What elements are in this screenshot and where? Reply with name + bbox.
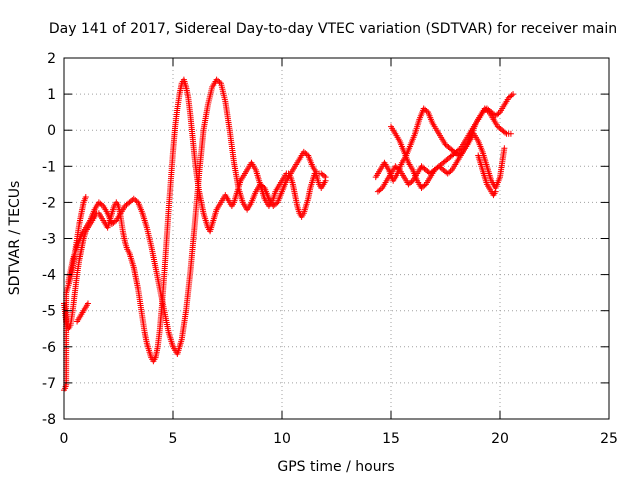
y-tick-label: -6	[42, 340, 56, 356]
data-point	[421, 182, 428, 189]
data-point	[98, 201, 105, 208]
grid-lines	[64, 58, 609, 419]
data-point	[502, 129, 509, 136]
data-points	[61, 76, 517, 394]
data-point	[423, 107, 430, 114]
y-tick-label: -7	[42, 376, 56, 392]
data-point	[303, 151, 310, 158]
data-point	[508, 92, 515, 99]
chart-title: Day 141 of 2017, Sidereal Day-to-day VTE…	[49, 21, 617, 37]
y-tick-label: -2	[42, 195, 56, 211]
y-tick-label: -4	[42, 268, 56, 284]
x-tick-label: 15	[382, 431, 400, 447]
data-point	[216, 79, 223, 86]
x-tick-label: 25	[600, 431, 618, 447]
data-point	[408, 178, 415, 185]
data-point	[273, 200, 280, 207]
data-point	[510, 91, 517, 98]
y-tick-label: -3	[42, 232, 56, 248]
data-point	[84, 300, 91, 307]
y-tick-label: 0	[47, 123, 56, 139]
data-point	[260, 183, 267, 190]
y-tick-label: -8	[42, 412, 56, 428]
data-point	[507, 130, 514, 137]
data-point	[322, 174, 329, 181]
data-point	[456, 146, 463, 153]
x-axis-label: GPS time / hours	[277, 459, 394, 475]
y-axis-label: SDTVAR / TECUs	[7, 181, 23, 296]
y-tick-label: -5	[42, 304, 56, 320]
data-point	[377, 186, 384, 193]
y-tick-label: 1	[47, 87, 56, 103]
data-point	[447, 168, 454, 175]
data-point	[321, 172, 328, 179]
x-tick-label: 20	[491, 431, 509, 447]
data-point	[495, 110, 502, 117]
x-axis-ticks: 0 5 10 15 20 25	[60, 58, 618, 447]
x-tick-label: 0	[60, 431, 69, 447]
data-point	[133, 198, 140, 205]
x-tick-label: 5	[169, 431, 178, 447]
data-point	[111, 218, 118, 225]
data-point	[395, 165, 402, 172]
y-axis-ticks: 2 1 0 -1 -2 -3 -4 -5 -6 -7 -8	[42, 51, 609, 428]
y-tick-label: 2	[47, 51, 56, 67]
data-point	[82, 193, 89, 200]
y-tick-label: -1	[42, 159, 56, 175]
data-point	[492, 188, 499, 195]
data-point	[501, 145, 508, 152]
x-tick-label: 10	[273, 431, 291, 447]
